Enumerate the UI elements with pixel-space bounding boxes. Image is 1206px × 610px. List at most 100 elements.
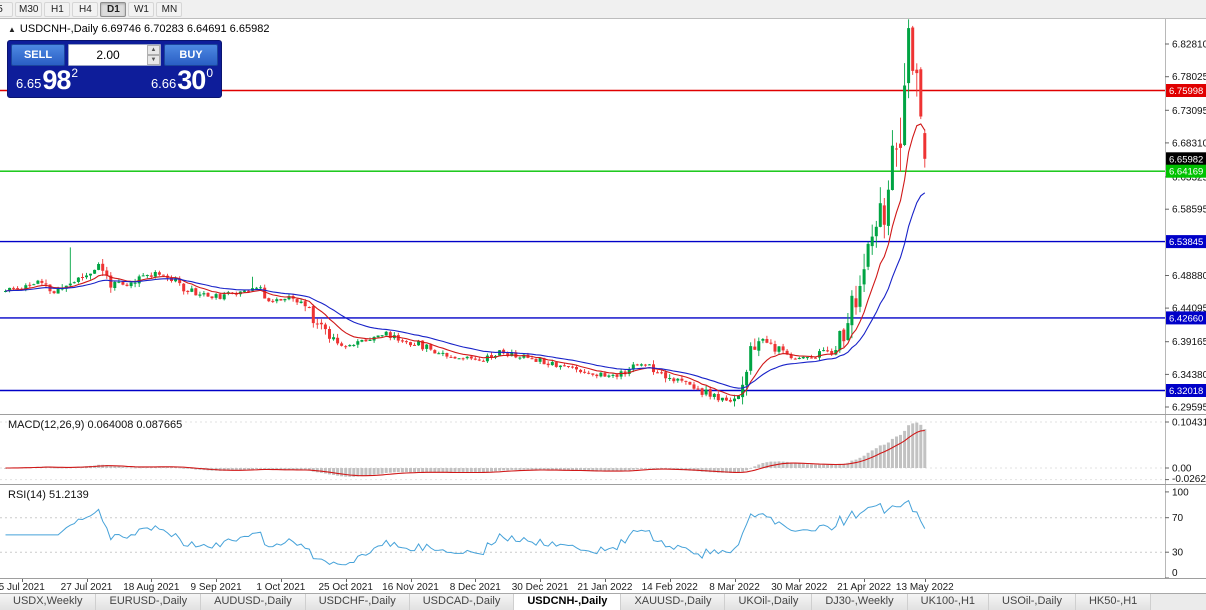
price-axis-label: 6.34380 bbox=[1172, 370, 1206, 381]
sell-price-prefix: 6.65 bbox=[16, 76, 42, 91]
time-tick bbox=[475, 579, 477, 582]
price-axis-label: 6.39165 bbox=[1172, 337, 1206, 348]
lot-size-value[interactable]: 2.00 bbox=[96, 48, 120, 62]
macd-axis-label: -0.02624 bbox=[1172, 474, 1206, 484]
tab-usdcad-daily[interactable]: USDCAD-,Daily bbox=[409, 594, 515, 610]
time-tick bbox=[604, 579, 606, 582]
chart-title: ▲ USDCNH-,Daily 6.69746 6.70283 6.64691 6… bbox=[8, 23, 269, 35]
price-axis-label: 6.78025 bbox=[1172, 72, 1206, 83]
ma-slow-line bbox=[5, 192, 926, 389]
sell-price-sup: 2 bbox=[71, 66, 79, 80]
period-button-mn[interactable]: MN bbox=[156, 1, 183, 17]
panel-divider[interactable] bbox=[0, 414, 1206, 415]
price-level-label bbox=[1166, 384, 1206, 397]
tab-usdx-weekly[interactable]: USDX,Weekly bbox=[0, 594, 97, 610]
sell-button[interactable]: SELL bbox=[11, 44, 65, 66]
tab-audusd-daily[interactable]: AUDUSD-,Daily bbox=[201, 594, 306, 610]
price-axis-label: 6.82810 bbox=[1172, 40, 1206, 51]
tab-xauusd-daily[interactable]: XAUUSD-,Daily bbox=[621, 594, 726, 610]
time-axis-label: 21 Apr 2022 bbox=[837, 582, 892, 593]
tab-usoil-daily[interactable]: USOil-,Daily bbox=[989, 594, 1076, 610]
svg-text:6.65982: 6.65982 bbox=[1169, 154, 1203, 165]
price-axis-label: 6.58595 bbox=[1172, 205, 1206, 216]
one-click-trade-panel: SELL 2.00 ▲ ▼ BUY 6.65 98 2 6.66 30 0 bbox=[7, 40, 222, 98]
time-tick bbox=[799, 579, 801, 582]
time-axis-label: 21 Jan 2022 bbox=[577, 582, 633, 593]
rsi-line bbox=[5, 499, 926, 566]
lot-size-field[interactable]: 2.00 ▲ ▼ bbox=[68, 44, 161, 66]
time-tick bbox=[669, 579, 671, 582]
svg-text:6.42660: 6.42660 bbox=[1169, 313, 1203, 324]
price-chart-canvas[interactable]: 6.82810 6.78025 6.73095 6.68310 6.63325 6.585… bbox=[0, 19, 1206, 414]
time-tick bbox=[280, 579, 282, 582]
svg-text:6.64169: 6.64169 bbox=[1169, 167, 1203, 178]
price-axis-label: 6.44095 bbox=[1172, 304, 1206, 315]
price-level-label bbox=[1166, 311, 1206, 325]
time-axis-label: 16 Nov 2021 bbox=[382, 582, 439, 593]
lot-spinner: ▲ ▼ bbox=[147, 45, 160, 65]
time-tick bbox=[151, 579, 153, 582]
panel-divider bbox=[0, 578, 1206, 579]
chart-tabs: USDX,Weekly EURUSD-,Daily AUDUSD-,Daily USD… bbox=[0, 593, 1206, 610]
price-level-label bbox=[1166, 235, 1206, 249]
tab-ukoil-daily[interactable]: UKOil-,Daily bbox=[725, 594, 813, 610]
price-level-label bbox=[1166, 84, 1206, 97]
time-tick bbox=[540, 579, 542, 582]
rsi-canvas[interactable]: 100 70 30 0 bbox=[0, 485, 1206, 578]
panel-divider[interactable] bbox=[0, 484, 1206, 485]
tab-usdcnh-daily[interactable]: USDCNH-,Daily bbox=[514, 594, 622, 610]
buy-price-sup: 0 bbox=[206, 66, 213, 80]
svg-text:6.53845: 6.53845 bbox=[1169, 237, 1203, 248]
rsi-axis-label: 70 bbox=[1172, 513, 1184, 524]
time-axis-label: 8 Dec 2021 bbox=[449, 582, 501, 593]
price-level-label bbox=[1166, 152, 1206, 166]
time-axis-label: 8 Mar 2022 bbox=[709, 582, 760, 593]
rsi-axis-label: 30 bbox=[1172, 548, 1184, 559]
collapse-trade-panel-icon[interactable]: ▲ bbox=[8, 25, 16, 34]
macd-label: MACD(12,26,9) 0.064008 0.087665 bbox=[8, 419, 183, 431]
price-axis-label: 6.48880 bbox=[1172, 271, 1206, 282]
sell-price-big: 98 bbox=[42, 65, 71, 95]
price-level-label bbox=[1166, 164, 1206, 178]
period-button-h1[interactable]: H1 bbox=[44, 1, 71, 17]
time-axis[interactable]: 5 Jul 2021 27 Jul 2021 18 Aug 2021 9 Sep 20… bbox=[0, 579, 1206, 593]
timeframe-toolbar: 5M30H1H4D1W1MN bbox=[0, 0, 1206, 19]
svg-text:6.75998: 6.75998 bbox=[1169, 86, 1203, 97]
price-axis-label: 6.73095 bbox=[1172, 106, 1206, 117]
period-button-w1[interactable]: W1 bbox=[128, 1, 155, 17]
time-axis-label: 30 Mar 2022 bbox=[771, 582, 828, 593]
macd-axis-label: 0.104313 bbox=[1172, 418, 1206, 429]
time-tick bbox=[345, 579, 347, 582]
tab-eurusd-daily[interactable]: EURUSD-,Daily bbox=[96, 594, 202, 610]
rsi-label: RSI(14) 51.2139 bbox=[8, 489, 89, 501]
period-button-m30[interactable]: M30 bbox=[15, 1, 43, 17]
rsi-panel: 100 70 30 0 bbox=[0, 485, 1206, 578]
time-axis-label: 14 Feb 2022 bbox=[641, 582, 698, 593]
price-axis-label: 6.29595 bbox=[1172, 403, 1206, 414]
tab-uk100-h1[interactable]: UK100-,H1 bbox=[907, 594, 990, 610]
period-button-h4[interactable]: H4 bbox=[72, 1, 99, 17]
chart-symbol-title: USDCNH-,Daily bbox=[19, 23, 99, 35]
macd-axis-label: 0.00 bbox=[1172, 464, 1192, 475]
macd-canvas[interactable]: 0.104313 0.00-0.02624 bbox=[0, 415, 1206, 484]
tab-usdchf-daily[interactable]: USDCHF-,Daily bbox=[305, 594, 410, 610]
buy-price-prefix: 6.66 bbox=[150, 76, 177, 91]
price-axis-label: 6.68310 bbox=[1172, 138, 1206, 149]
time-tick bbox=[734, 579, 736, 582]
lot-increase-button[interactable]: ▲ bbox=[147, 45, 160, 55]
time-tick bbox=[86, 579, 88, 582]
period-button-5[interactable]: 5 bbox=[0, 1, 13, 17]
time-axis-label: 9 Sep 2021 bbox=[190, 582, 242, 593]
buy-price-big: 30 bbox=[177, 65, 206, 95]
time-axis-label: 1 Oct 2021 bbox=[256, 582, 306, 593]
period-button-d1[interactable]: D1 bbox=[100, 1, 127, 17]
lot-decrease-button[interactable]: ▼ bbox=[147, 55, 160, 65]
macd-signal-line bbox=[5, 429, 925, 477]
rsi-axis-label: 100 bbox=[1172, 487, 1189, 498]
chart-ohlc-values: 6.69746 6.70283 6.64691 6.65982 bbox=[101, 23, 270, 35]
tab-dj30-weekly[interactable]: DJ30-,Weekly bbox=[812, 594, 908, 610]
buy-button[interactable]: BUY bbox=[164, 44, 218, 66]
svg-text:6.32018: 6.32018 bbox=[1169, 386, 1203, 397]
tab-hk50-h1[interactable]: HK50-,H1 bbox=[1075, 594, 1152, 610]
